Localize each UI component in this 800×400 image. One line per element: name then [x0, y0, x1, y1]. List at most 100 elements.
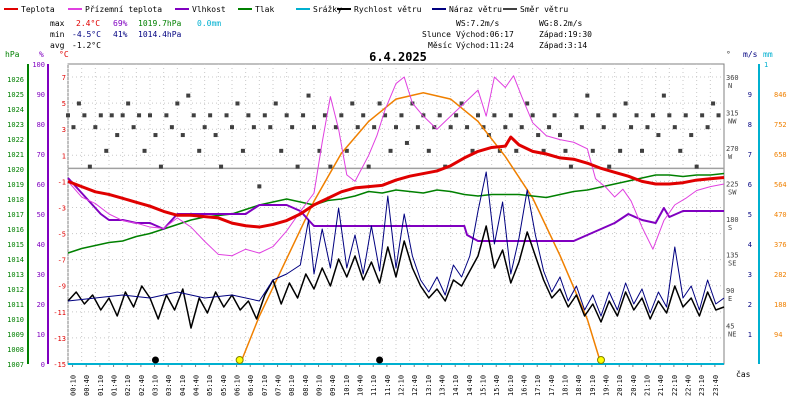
wind-direction-point — [251, 125, 256, 130]
stat-min-press: 1014.4hPa — [138, 30, 182, 39]
axis-label-temp: °C — [59, 50, 69, 59]
wind-direction-point — [98, 113, 103, 118]
wind-direction-point — [361, 113, 366, 118]
x-tick-label: 13:40 — [439, 375, 447, 396]
x-tick-label: 02:10 — [124, 375, 132, 396]
x-tick-label: 12:10 — [398, 375, 406, 396]
tick-label-humidity: 20 — [37, 301, 45, 309]
series-temp — [67, 135, 725, 229]
wind-direction-point — [366, 164, 371, 169]
wind-direction-point — [246, 113, 251, 118]
grid — [67, 63, 725, 365]
wind-direction-point — [503, 125, 508, 130]
legend-label-wind: Rychlost větru — [354, 5, 422, 14]
tick-label-temp: 3 — [62, 126, 66, 134]
sun-marker — [235, 356, 244, 364]
x-tick-label: 21:40 — [657, 375, 665, 396]
tick-label-pressure: 1017 — [7, 211, 24, 219]
chart-title: 6.4.2025 — [369, 50, 427, 64]
wind-direction-point — [317, 148, 322, 153]
tick-label-pressure: 1014 — [7, 256, 24, 264]
wind-direction-point — [169, 125, 174, 130]
wind-direction-point — [672, 125, 677, 130]
wind-direction-point — [164, 113, 169, 118]
legend-label-precip: Srážky — [313, 5, 342, 14]
wind-direction-point — [322, 113, 327, 118]
x-tick-label: 04:10 — [179, 375, 187, 396]
x-tick-label: 23:40 — [712, 375, 720, 396]
tick-label-pressure: 1025 — [7, 91, 24, 99]
stats-block: max 2.4°C 69% 1019.7hPa 0.0mm min -4.5°C… — [50, 19, 592, 50]
wind-direction-point — [694, 164, 699, 169]
tick-label-wind: 8 — [748, 121, 752, 129]
tick-label-pressure: 1011 — [7, 301, 24, 309]
stat-wg: WG:8.2m/s — [539, 19, 583, 28]
wind-direction-point — [355, 125, 360, 130]
x-tick-label: 14:40 — [466, 375, 474, 396]
x-tick-label: 05:10 — [206, 375, 214, 396]
wind-direction-point — [618, 148, 623, 153]
wind-direction-point — [213, 133, 218, 138]
tick-label-pressure: 1018 — [7, 196, 24, 204]
x-tick-label: 19:40 — [603, 375, 611, 396]
x-tick-label: 18:40 — [575, 375, 583, 396]
tick-label-pressure: 1022 — [7, 136, 24, 144]
x-tick-label: 22:10 — [671, 375, 679, 396]
legend-label-humidity: Vlhkost — [192, 5, 226, 14]
wind-direction-point — [465, 125, 470, 130]
tick-label-pressure: 1021 — [7, 151, 24, 159]
stat-moon-label: Měsíc — [428, 41, 452, 50]
legend-label-pressure: Tlak — [255, 5, 274, 14]
tick-label-pressure: 1013 — [7, 271, 24, 279]
moon-marker — [151, 356, 159, 364]
tick-label-direction: 90 — [726, 287, 734, 295]
wind-direction-point — [66, 113, 70, 118]
x-tick-label: 17:10 — [534, 375, 542, 396]
wind-direction-point — [137, 113, 142, 118]
wind-direction-point — [525, 101, 530, 106]
axis-label-dir: ° — [726, 50, 731, 59]
stat-max-press: 1019.7hPa — [138, 19, 182, 28]
axis-label-hpa: hPa — [5, 50, 20, 59]
stat-max-precip: 0.0mm — [197, 19, 221, 28]
axes: hPa % °C ° m/s mm čas — [5, 50, 773, 379]
x-tick-label: 18:10 — [562, 375, 570, 396]
tick-label-wind: 3 — [748, 271, 752, 279]
wind-direction-point — [470, 148, 475, 153]
tick-label-pressure: 1023 — [7, 121, 24, 129]
tick-label-compass: W — [728, 153, 733, 161]
x-tick-label: 01:10 — [97, 375, 105, 396]
tick-label-humidity: 0 — [41, 361, 45, 369]
wind-direction-point — [705, 125, 710, 130]
wind-direction-point — [148, 113, 152, 118]
tick-label-pressure: 1024 — [7, 106, 24, 114]
wind-direction-point — [328, 164, 333, 169]
wind-direction-point — [640, 148, 644, 153]
sun-marker — [597, 356, 605, 364]
tick-label-wind: 1 — [748, 331, 752, 339]
wind-direction-point — [596, 113, 601, 118]
wind-direction-point — [700, 113, 705, 118]
tick-label-direction: 225 — [726, 180, 739, 188]
x-tick-label: 03:40 — [165, 375, 173, 396]
legend-label-gust: Náraz větru — [449, 5, 502, 14]
wind-direction-point — [377, 101, 382, 106]
wind-direction-point — [284, 113, 289, 118]
x-tick-label: 20:40 — [630, 375, 638, 396]
tick-label-humidity: 90 — [37, 91, 45, 99]
wind-direction-point — [240, 148, 245, 153]
wind-direction-point — [235, 101, 240, 106]
wind-direction-point — [607, 164, 612, 169]
tick-label-solar: 564 — [774, 181, 787, 189]
wind-direction-point — [689, 133, 694, 138]
tick-label-direction: 180 — [726, 216, 739, 224]
x-tick-label: 16:10 — [507, 375, 515, 396]
wind-direction-point — [290, 125, 295, 130]
x-tick-label: 09:40 — [329, 375, 337, 396]
tick-label-pressure: 1007 — [7, 361, 24, 369]
wind-direction-point — [497, 148, 502, 153]
wind-direction-point — [568, 164, 573, 169]
x-tick-label: 09:10 — [316, 375, 324, 396]
tick-label-pressure: 1019 — [7, 181, 24, 189]
tick-label-wind: 5 — [748, 211, 752, 219]
